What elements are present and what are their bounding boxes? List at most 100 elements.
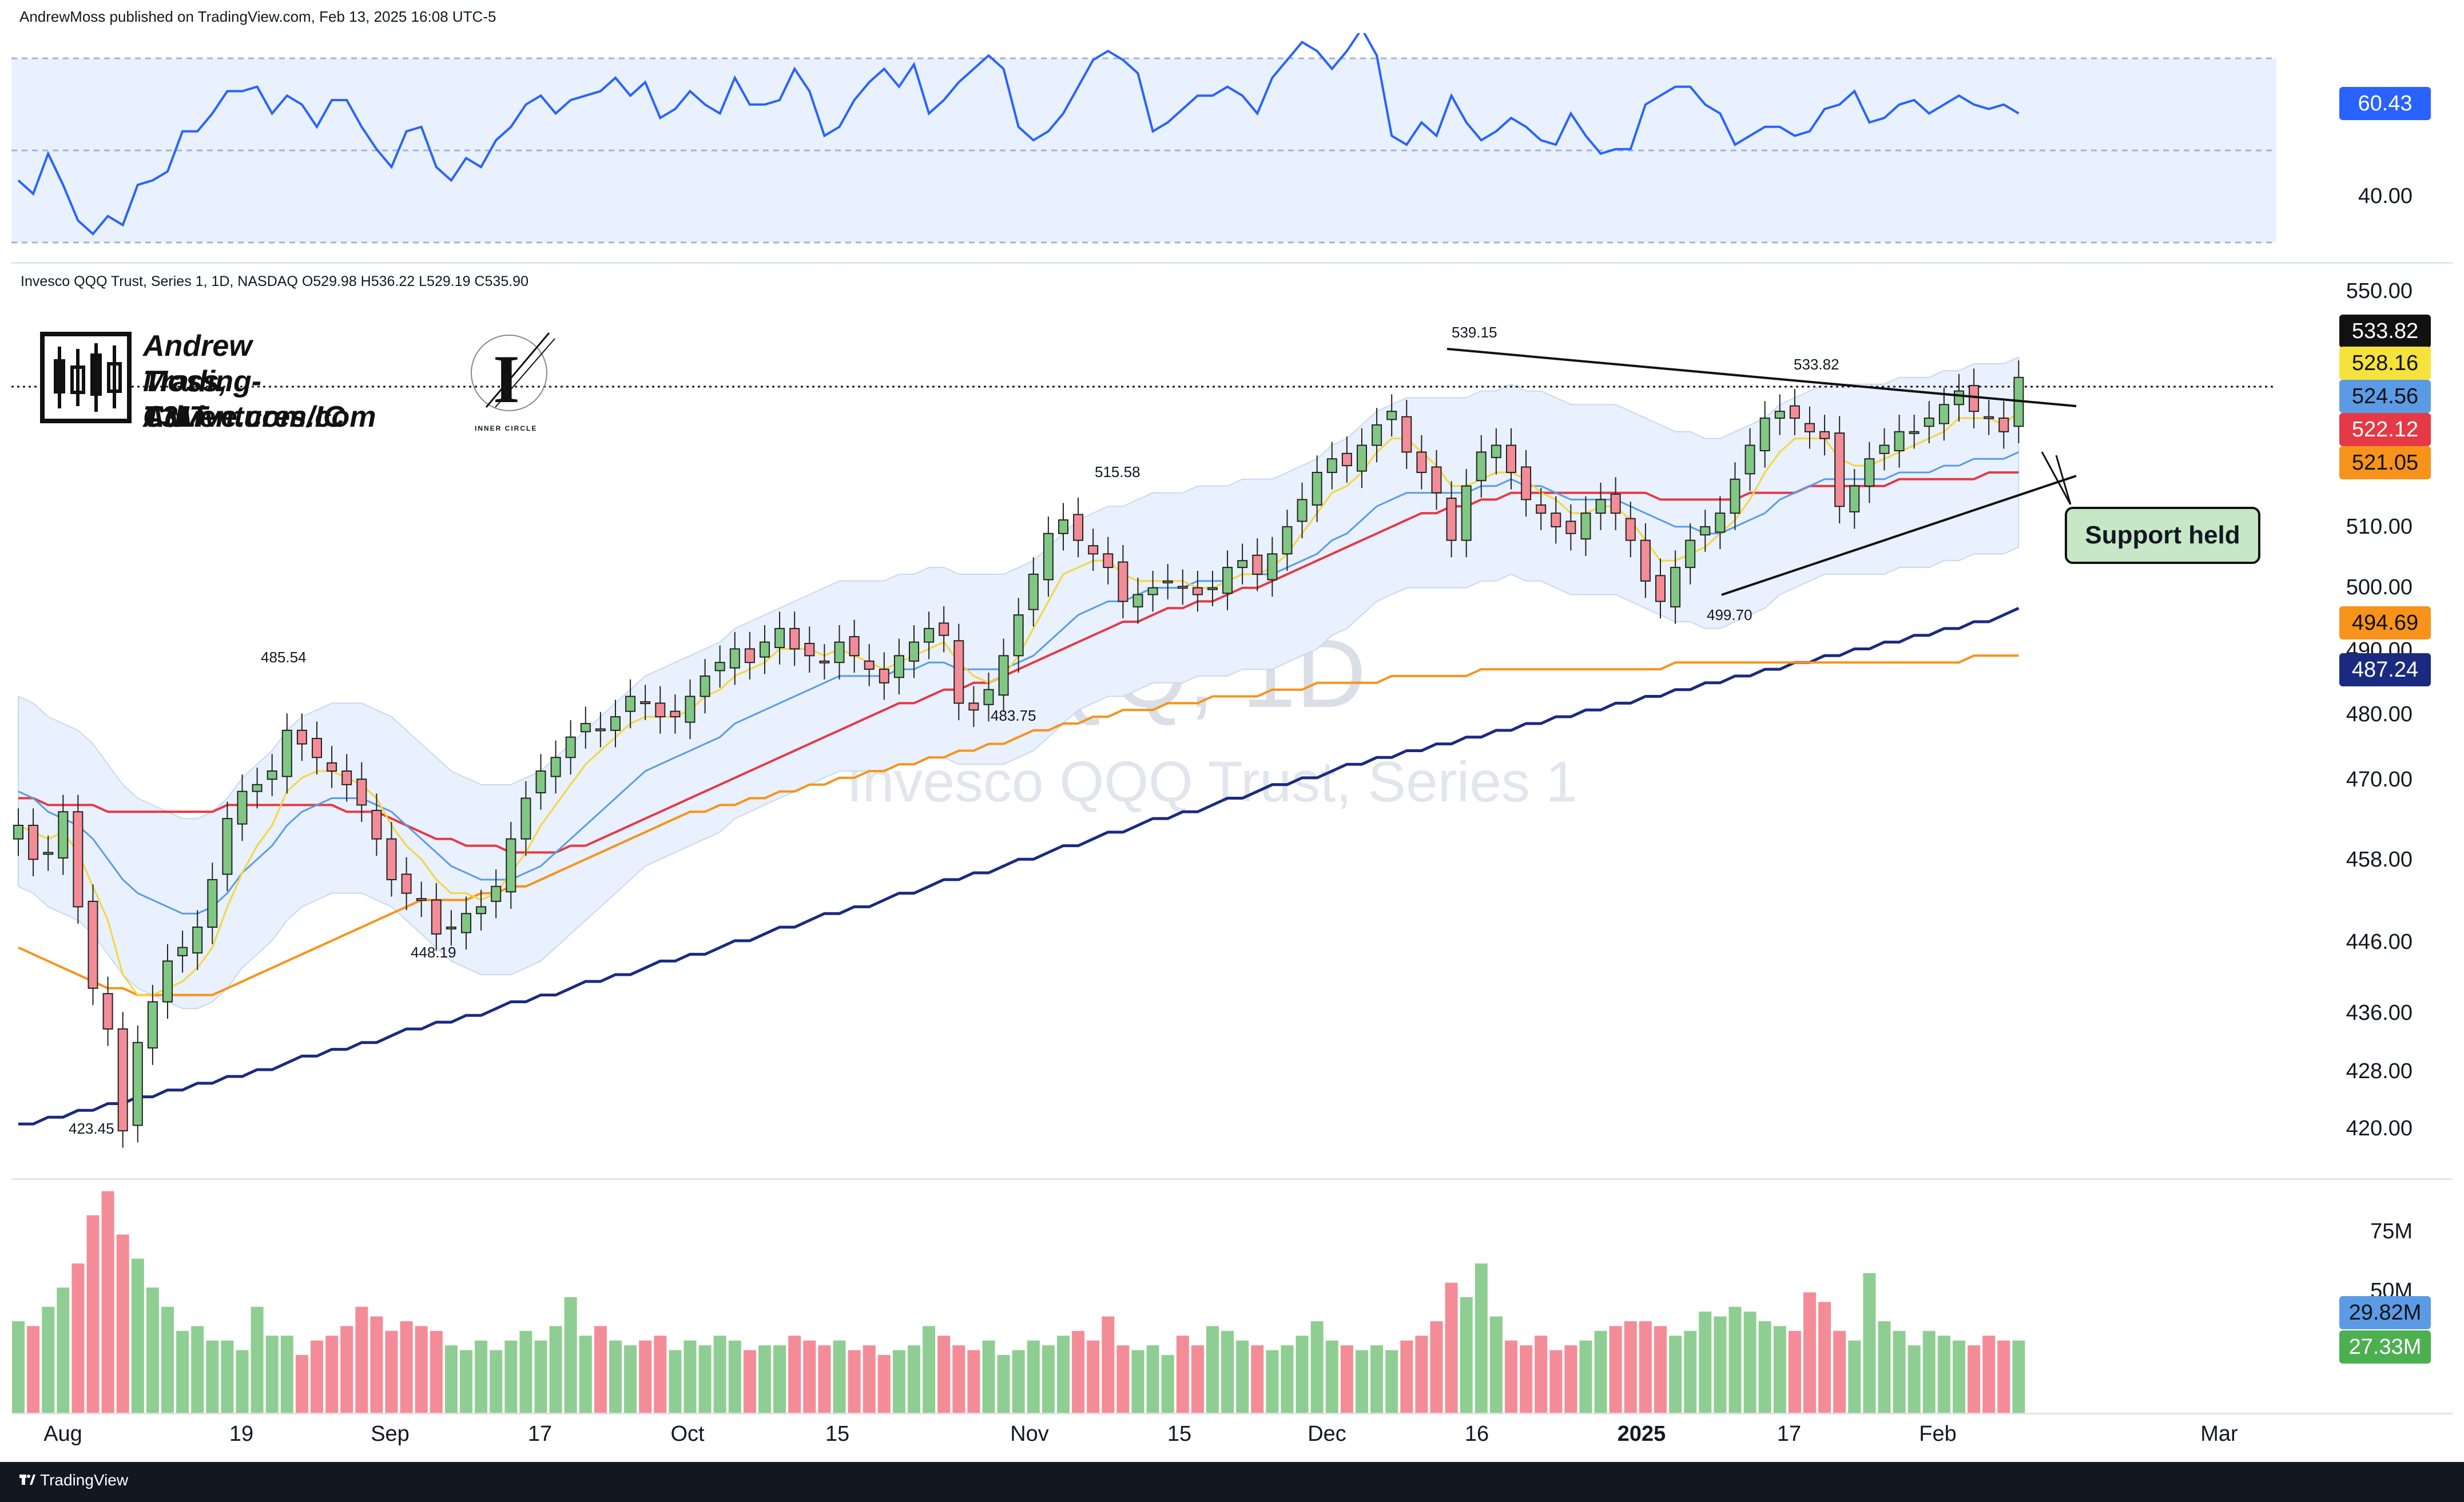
volume-bar — [1430, 1321, 1443, 1413]
candle-up — [1312, 471, 1322, 506]
volume-bar — [1758, 1321, 1771, 1413]
volume-bar — [400, 1321, 413, 1413]
resistance-trendline — [1446, 348, 2077, 407]
volume-bar — [713, 1336, 726, 1413]
candle-up — [281, 729, 292, 777]
candle-down — [1640, 539, 1651, 582]
volume-bar — [669, 1350, 682, 1413]
candle-down — [1088, 545, 1099, 555]
candle-up — [1297, 499, 1307, 522]
candle-down — [1819, 431, 1830, 439]
volume-bar — [1968, 1345, 1981, 1413]
candle-down — [849, 636, 860, 657]
x-label-mar: Mar — [2200, 1422, 2238, 1446]
annot-499: 499.70 — [1707, 606, 1752, 623]
volume-bar — [967, 1350, 980, 1413]
volume-bar — [1176, 1336, 1189, 1413]
volume-bar — [340, 1326, 353, 1413]
candle-down — [879, 669, 889, 684]
candle-up — [132, 1042, 143, 1126]
volume-bar — [1997, 1340, 2010, 1413]
volume-bar — [1594, 1330, 1607, 1413]
symbol-info: Invesco QQQ Trust, Series 1, 1D, NASDAQ … — [21, 273, 528, 289]
tradingview-logo-icon — [19, 1475, 35, 1485]
candle-down — [640, 701, 651, 705]
x-label-17: 17 — [527, 1422, 553, 1446]
candle-down — [789, 627, 800, 650]
candle-down — [88, 900, 98, 989]
volume-bar — [146, 1288, 159, 1413]
rsi-pane[interactable] — [11, 33, 2276, 256]
annot-533: 533.82 — [1794, 356, 1839, 373]
support-trendline — [1721, 475, 2077, 596]
candle-down — [1789, 405, 1800, 419]
volume-bar — [758, 1345, 771, 1413]
price-tag-sma100: 494.69 — [2339, 606, 2431, 639]
candle-up — [580, 723, 591, 733]
candle-up — [1580, 512, 1591, 540]
volume-bar — [1878, 1321, 1891, 1413]
volume-bar — [1489, 1316, 1503, 1413]
x-label-2025: 2025 — [1617, 1422, 1666, 1446]
candle-down — [1625, 518, 1636, 541]
volume-chart[interactable] — [11, 1184, 2276, 1413]
candle-down — [1118, 561, 1128, 602]
bollinger-band — [18, 356, 2020, 1010]
candle-up — [1058, 519, 1068, 534]
volume-bar — [1356, 1350, 1368, 1413]
candle-up — [1670, 567, 1681, 607]
candle-up — [1147, 587, 1158, 595]
candle-down — [1969, 385, 1980, 412]
candle-down — [595, 728, 606, 732]
volume-bar — [1131, 1350, 1144, 1413]
footer-bar — [0, 1462, 2464, 1502]
volume-bar — [1893, 1330, 1906, 1413]
candle-up — [1879, 444, 1890, 454]
candle-down — [312, 738, 322, 758]
vol-tag-avg: 29.82M — [2339, 1296, 2431, 1329]
candle-down — [371, 809, 382, 840]
candle-down — [804, 642, 815, 657]
candle-up — [893, 655, 904, 678]
volume-bar — [1325, 1340, 1338, 1413]
candle-up — [1759, 418, 1770, 451]
volume-bar — [892, 1350, 905, 1413]
price-tag-sma200: 487.24 — [2339, 653, 2431, 686]
candle-down — [864, 660, 875, 670]
volume-bar — [863, 1345, 876, 1413]
volume-bar — [594, 1326, 607, 1413]
candle-up — [43, 852, 54, 855]
volume-bar — [997, 1354, 1010, 1413]
inner-circle-mark-icon — [471, 332, 555, 411]
volume-bar — [176, 1330, 189, 1413]
pane-separator-2[interactable] — [11, 1178, 2453, 1180]
volume-bar — [1340, 1345, 1353, 1413]
candle-down — [1536, 504, 1547, 514]
candle-up — [461, 913, 471, 933]
volume-bar — [311, 1340, 323, 1413]
candle-up — [1326, 458, 1337, 473]
volume-bar — [908, 1345, 920, 1413]
volume-bar — [1281, 1345, 1294, 1413]
candle-down — [1252, 554, 1263, 575]
support-held-annotation[interactable]: Support held — [2065, 507, 2260, 564]
brand-name: Andrew Moss, CMT — [143, 329, 252, 434]
candle-down — [1551, 512, 1561, 527]
inner-circle-logo: I INNER CIRCLE — [463, 327, 561, 436]
volume-bar — [1295, 1336, 1309, 1413]
candle-up — [1043, 533, 1054, 581]
pane-separator[interactable] — [11, 262, 2453, 264]
candle-up — [1864, 458, 1875, 487]
candle-up — [1222, 567, 1233, 594]
candle-up — [774, 627, 785, 649]
price-chart[interactable] — [11, 269, 2276, 1178]
candle-down — [744, 648, 755, 663]
candle-up — [1461, 485, 1472, 541]
candle-down — [1834, 432, 1845, 507]
volume-bar — [1818, 1302, 1831, 1413]
volume-bar — [1535, 1336, 1548, 1413]
publish-line: AndrewMoss published on TradingView.com,… — [19, 8, 496, 25]
volume-bar — [1400, 1340, 1413, 1413]
volume-bar — [385, 1330, 398, 1413]
candle-up — [625, 696, 636, 712]
